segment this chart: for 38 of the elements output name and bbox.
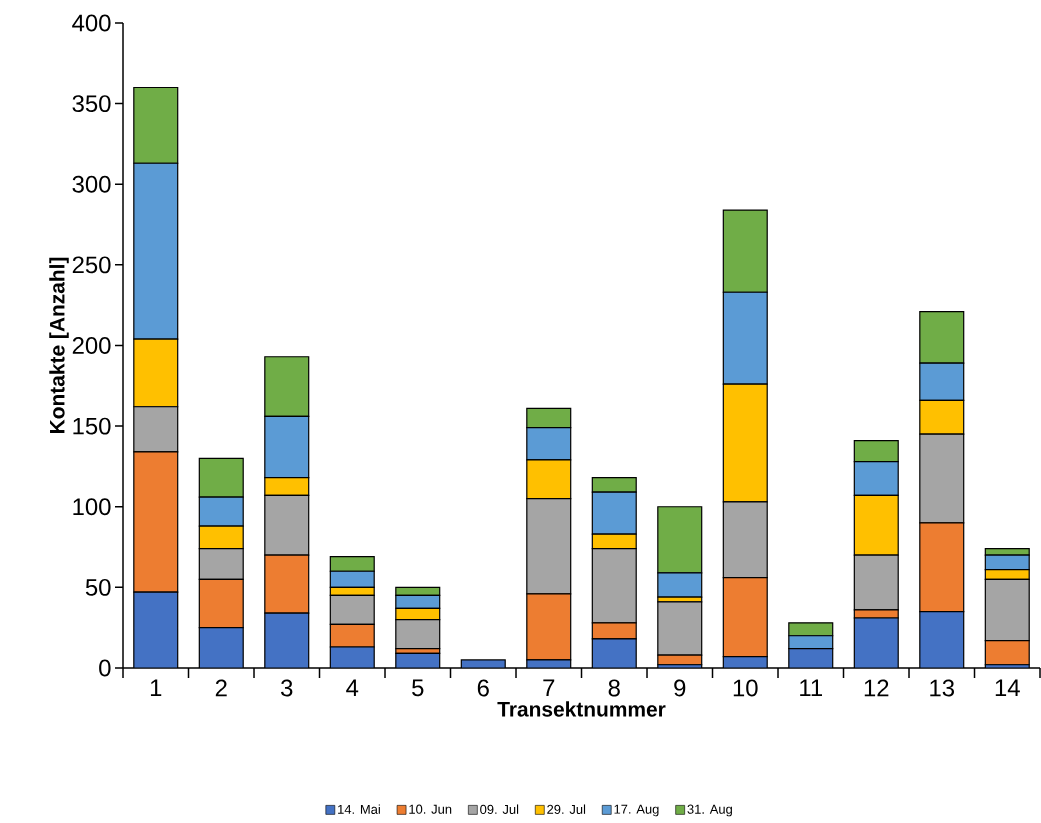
y-axis-title: Kontakte [Anzahl] [49,257,69,433]
y-tick-label: 250 [72,256,111,274]
y-tick-label: 150 [73,417,111,435]
x-tick-label: 7 [543,679,555,696]
x-tick-label: 2 [215,679,227,697]
legend-label: 17. Aug [614,804,659,817]
bar [264,612,310,668]
bar [591,638,637,668]
bar [133,591,179,668]
bar [788,648,834,668]
legend-label: 31. Aug [687,804,732,817]
x-tick-label: 12 [864,679,889,697]
bar [853,617,899,668]
x-tick-label: 14 [995,679,1020,696]
legend-label: 29. Jul [547,804,586,814]
y-tick-label: 200 [72,337,111,354]
bar [919,610,965,668]
x-tick-label: 4 [346,679,359,696]
x-tick-label: 10 [733,679,758,697]
x-axis-title: Transektnummer [497,701,666,717]
x-tick-label: 6 [477,679,489,697]
legend-label: 10. Jun [409,804,452,814]
y-tick-label: 0 [99,659,111,677]
x-tick-label: 1 [150,679,162,696]
y-tick-label: 300 [72,175,111,193]
y-tick-label: 350 [72,95,111,113]
legend-label: 09. Jul [480,804,519,814]
x-tick-label: 13 [930,679,955,697]
y-tick-label: 100 [73,498,111,516]
x-tick-label: 9 [674,679,686,697]
x-tick-label: 3 [281,679,293,697]
x-tick-label: 11 [800,679,822,696]
legend-label: 14. Mai [338,804,380,814]
bar [198,627,244,668]
x-tick-label: 8 [608,679,620,697]
x-tick-label: 5 [412,679,424,697]
y-tick-label: 50 [85,578,111,596]
y-tick-label: 400 [72,14,111,32]
